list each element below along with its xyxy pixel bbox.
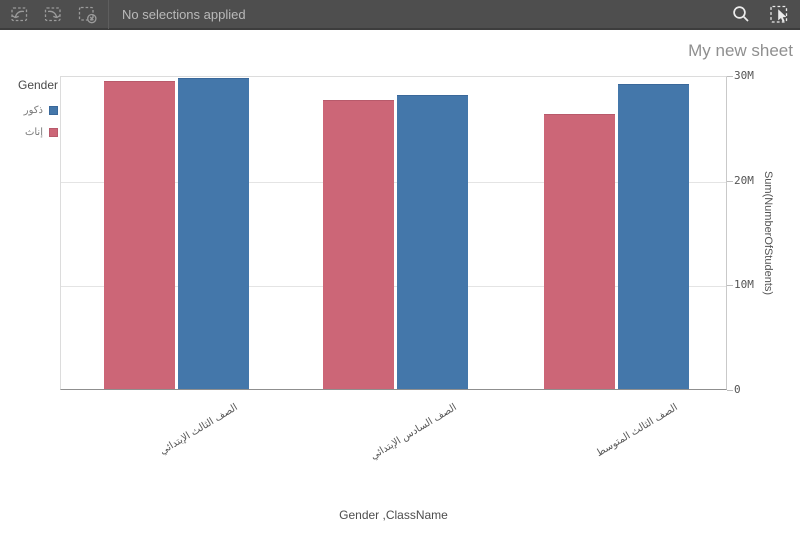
redo-icon[interactable]	[40, 2, 66, 26]
legend-title: Gender	[18, 78, 59, 92]
y-tick-mark	[727, 76, 733, 77]
x-category-label[interactable]: الصف الثالث المتوسط	[593, 402, 680, 460]
toolbar-divider	[108, 0, 109, 29]
bar-females[interactable]	[323, 100, 394, 389]
legend-label: إناث	[24, 126, 43, 138]
x-category-label[interactable]: الصف الثالث الإبتدائي	[157, 402, 240, 458]
y-tick-mark	[727, 285, 733, 287]
toolbar: No selections applied	[0, 0, 800, 30]
legend-swatch	[49, 105, 58, 115]
legend-item-males[interactable]: ذكور	[18, 99, 58, 121]
legend-item-females[interactable]: إناث	[18, 121, 58, 143]
legend-swatch	[49, 127, 58, 137]
x-axis-title: Gender ,ClassName	[339, 508, 448, 522]
undo-icon[interactable]	[6, 2, 32, 26]
chart-legend: Gender ذكور إناث	[18, 78, 58, 143]
y-axis-title: Sum(NumberOfStudents)	[762, 170, 774, 296]
legend-label: ذكور	[23, 104, 43, 116]
bar-females[interactable]	[104, 81, 175, 389]
y-tick-mark	[727, 390, 733, 391]
toolbar-right-icons	[729, 2, 800, 26]
y-tick-label: 30M	[734, 69, 754, 82]
clear-selections-icon[interactable]	[74, 2, 100, 26]
selections-status-text: No selections applied	[122, 6, 246, 22]
bar-males[interactable]	[618, 84, 689, 389]
bar-males[interactable]	[178, 78, 249, 389]
sheet-title: My new sheet	[688, 41, 793, 60]
y-tick-label: 10M	[734, 278, 754, 292]
y-tick-label: 20M	[734, 173, 754, 187]
selections-tool-icon[interactable]	[767, 2, 791, 26]
plot-area	[60, 76, 727, 390]
search-icon[interactable]	[729, 2, 753, 26]
bar-males[interactable]	[397, 94, 468, 389]
bar-chart: Gender ذكور إناث 0 10M 20M 30M Sum(NumberOf…	[0, 32, 800, 534]
bar-females[interactable]	[544, 113, 615, 389]
x-category-label[interactable]: الصف السادس الإبتدائي	[368, 402, 459, 463]
y-tick-label: 0	[734, 383, 741, 396]
y-tick-mark	[727, 180, 733, 182]
sheet-area: My new sheet Gender ذكور إناث 0 10M 20M 30M…	[0, 32, 800, 534]
toolbar-left-icons	[0, 2, 108, 26]
